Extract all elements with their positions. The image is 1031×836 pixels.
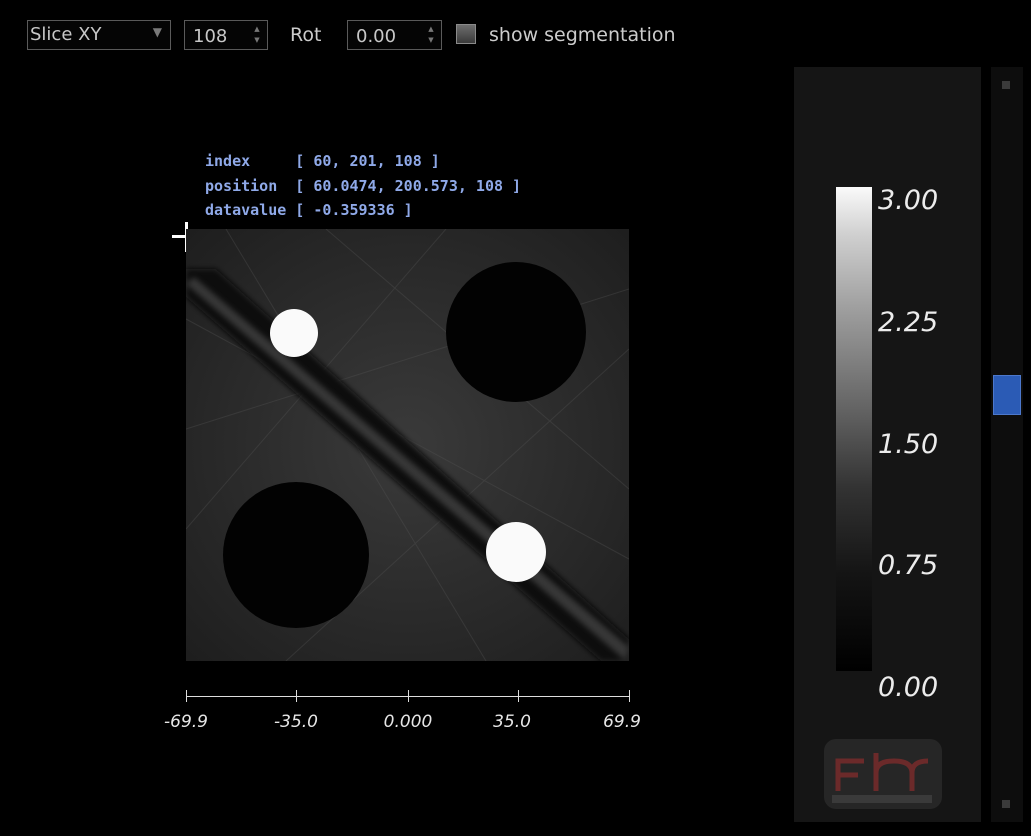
colorbar-label: 2.25 (878, 307, 939, 338)
rotation-value: 0.00 (356, 26, 397, 47)
scroll-down-button[interactable] (1002, 800, 1010, 808)
scroll-up-button[interactable] (1002, 81, 1010, 89)
x-axis-tick (629, 690, 630, 702)
toolbar: Slice XY ▼ 108 ▲ ▼ Rot 0.00 ▲ ▼ show segme… (0, 0, 1031, 70)
colorbar-label: 0.75 (878, 550, 939, 581)
spin-arrows-icon[interactable]: ▲ ▼ (254, 25, 260, 44)
x-axis-tick (296, 690, 297, 702)
vertical-scrollbar[interactable] (991, 67, 1023, 822)
rot-label: Rot (290, 24, 322, 46)
x-axis: -69.9 -35.0 0.000 35.0 69.9 (164, 690, 641, 750)
slice-index-value: 108 (193, 26, 228, 47)
spin-arrows-icon[interactable]: ▲ ▼ (428, 25, 434, 44)
slice-mode-select[interactable]: Slice XY ▼ (27, 20, 171, 50)
scrollbar-thumb[interactable] (993, 375, 1021, 415)
x-axis-tick (518, 690, 519, 702)
colorbar-panel: 3.00 2.25 1.50 0.75 0.00 (794, 67, 981, 822)
x-axis-tick (408, 690, 409, 702)
x-axis-tick-label: 69.9 (603, 712, 641, 732)
x-axis-tick-label: -35.0 (274, 712, 318, 732)
chevron-down-icon: ▼ (152, 25, 162, 39)
fh-logo-icon (824, 739, 942, 809)
info-position: position [ 60.0474, 200.573, 108 ] (205, 177, 522, 195)
info-index: index [ 60, 201, 108 ] (205, 152, 440, 170)
colorbar (836, 187, 872, 671)
show-segmentation-label: show segmentation (489, 24, 676, 46)
colorbar-label: 1.50 (878, 429, 939, 460)
x-axis-tick-label: 0.000 (383, 712, 433, 732)
rotation-spinbox[interactable]: 0.00 ▲ ▼ (347, 20, 442, 50)
slice-mode-value: Slice XY (30, 24, 102, 45)
show-segmentation-checkbox[interactable] (456, 24, 476, 44)
slice-index-spinbox[interactable]: 108 ▲ ▼ (184, 20, 268, 50)
x-axis-tick-label: 35.0 (493, 712, 531, 732)
info-datavalue: datavalue [ -0.359336 ] (205, 201, 413, 219)
slice-image[interactable] (186, 229, 629, 661)
colorbar-label: 0.00 (878, 672, 939, 703)
x-axis-tick-label: -69.9 (164, 712, 208, 732)
x-axis-tick (186, 690, 187, 702)
colorbar-label: 3.00 (878, 185, 939, 216)
